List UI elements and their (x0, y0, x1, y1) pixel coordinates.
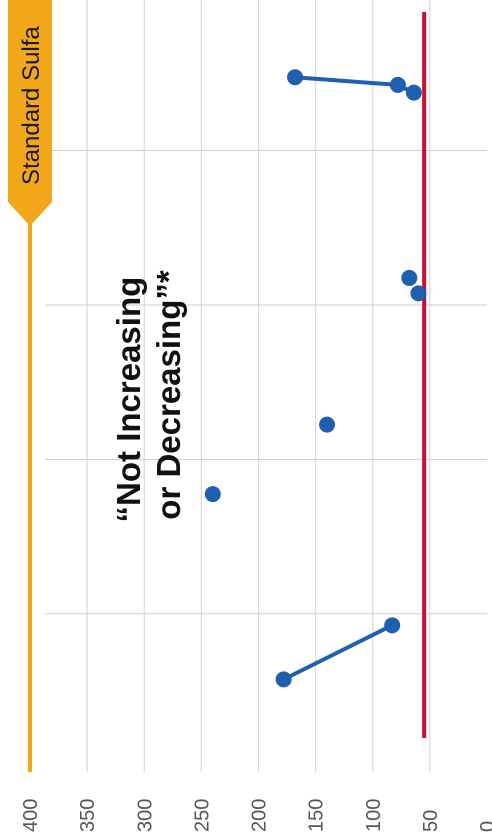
series-segment-3 (281, 623, 395, 682)
gridlines (29, 0, 431, 772)
tick-label-100: 100 (363, 799, 385, 832)
data-point-2 (389, 76, 406, 93)
standard-bar: Standard Sulfa (8, 0, 52, 772)
value-axis-ticks: 0 50 100 150 200 250 300 350 400 (20, 799, 492, 832)
data-point-1 (287, 69, 304, 86)
data-point-7 (204, 486, 221, 503)
data-point-6 (319, 416, 336, 433)
data-point-9 (275, 671, 292, 688)
series-segment-1 (293, 75, 400, 87)
data-point-5 (410, 285, 427, 302)
data-point-3 (405, 84, 422, 101)
tick-label-250: 250 (191, 799, 213, 832)
tick-label-400: 400 (20, 799, 42, 832)
tick-label-350: 350 (77, 799, 99, 832)
band-gridlines (45, 150, 487, 615)
standard-label-tag (8, 0, 52, 226)
data-point-4 (401, 269, 418, 286)
annotation-line-1: “Not Increasing (110, 277, 147, 523)
data-points (204, 69, 427, 688)
standard-label: Standard Sulfa (18, 26, 45, 185)
tick-label-300: 300 (134, 799, 156, 832)
tick-label-150: 150 (306, 799, 328, 832)
tick-label-200: 200 (249, 799, 271, 832)
tick-label-50: 50 (420, 810, 442, 832)
tick-label-0: 0 (477, 821, 492, 832)
data-point-8 (384, 617, 401, 634)
series-lines (281, 75, 416, 682)
annotation-text: “Not Increasing or Decreasing”* (110, 268, 187, 523)
annotation-line-2: or Decreasing”* (150, 270, 187, 520)
